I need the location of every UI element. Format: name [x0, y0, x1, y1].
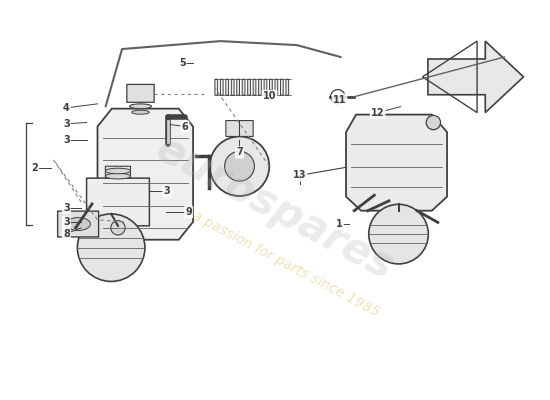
FancyBboxPatch shape: [232, 79, 234, 95]
Text: 3: 3: [163, 186, 170, 196]
FancyBboxPatch shape: [280, 79, 283, 95]
Ellipse shape: [132, 110, 149, 114]
FancyBboxPatch shape: [86, 178, 150, 226]
FancyBboxPatch shape: [242, 79, 245, 95]
FancyBboxPatch shape: [253, 79, 256, 95]
Text: eurospares: eurospares: [149, 128, 401, 288]
Circle shape: [368, 204, 428, 264]
FancyBboxPatch shape: [264, 79, 267, 95]
Text: 3: 3: [63, 203, 70, 213]
FancyBboxPatch shape: [236, 79, 239, 95]
Text: 13: 13: [293, 170, 306, 180]
Circle shape: [426, 115, 441, 130]
Circle shape: [69, 221, 82, 234]
FancyBboxPatch shape: [275, 79, 278, 95]
Ellipse shape: [106, 168, 130, 174]
Circle shape: [224, 151, 255, 181]
Polygon shape: [346, 114, 447, 211]
Ellipse shape: [66, 218, 90, 230]
FancyBboxPatch shape: [221, 79, 223, 95]
Circle shape: [78, 214, 145, 282]
FancyBboxPatch shape: [58, 211, 98, 237]
Text: 1: 1: [336, 219, 343, 229]
FancyBboxPatch shape: [226, 120, 253, 136]
Polygon shape: [97, 109, 193, 240]
Text: 3: 3: [63, 136, 70, 146]
Text: a passion for parts since 1985: a passion for parts since 1985: [190, 208, 382, 319]
Circle shape: [331, 90, 345, 104]
Ellipse shape: [106, 173, 130, 179]
Polygon shape: [428, 41, 524, 113]
Text: 4: 4: [63, 103, 70, 113]
FancyBboxPatch shape: [286, 79, 289, 95]
FancyBboxPatch shape: [248, 79, 250, 95]
Text: 5: 5: [179, 58, 185, 68]
FancyBboxPatch shape: [127, 84, 154, 102]
Text: 12: 12: [371, 108, 384, 118]
Text: 9: 9: [185, 207, 192, 217]
FancyBboxPatch shape: [106, 166, 130, 178]
Circle shape: [210, 136, 270, 196]
Text: 7: 7: [236, 147, 243, 157]
Ellipse shape: [130, 104, 151, 109]
Text: 6: 6: [182, 122, 188, 132]
Circle shape: [111, 221, 125, 235]
FancyBboxPatch shape: [226, 79, 229, 95]
FancyBboxPatch shape: [270, 79, 272, 95]
Text: 3: 3: [63, 217, 70, 227]
FancyBboxPatch shape: [258, 79, 261, 95]
Text: 8: 8: [63, 229, 70, 239]
Text: 10: 10: [263, 91, 276, 101]
Text: 2: 2: [31, 163, 38, 173]
Text: 11: 11: [333, 95, 346, 105]
FancyBboxPatch shape: [215, 79, 218, 95]
Text: 3: 3: [63, 119, 70, 129]
